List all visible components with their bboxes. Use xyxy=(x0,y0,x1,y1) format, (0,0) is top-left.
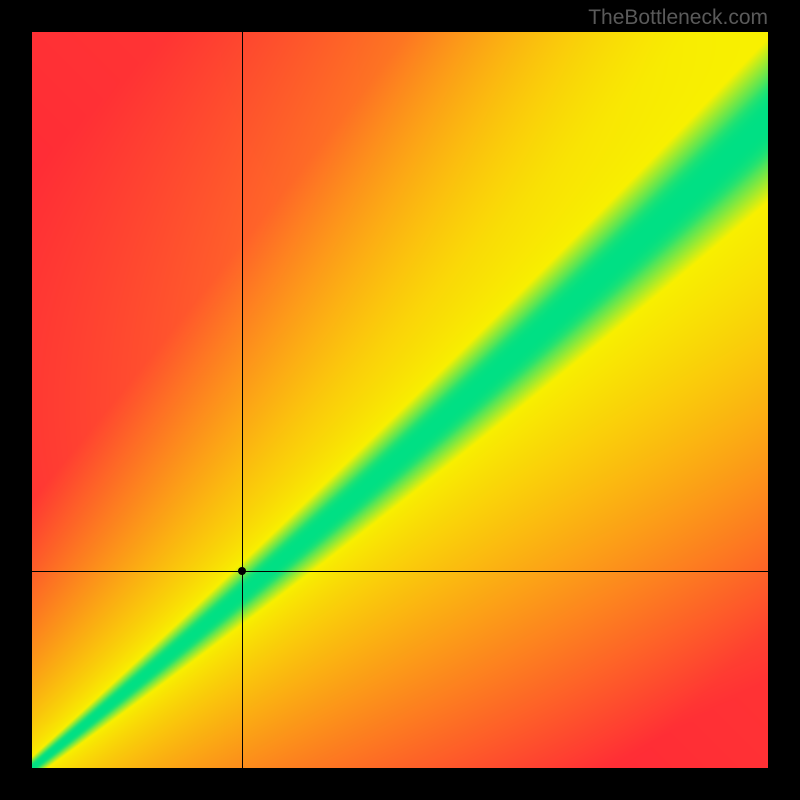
heatmap-plot xyxy=(32,32,768,768)
watermark-text: TheBottleneck.com xyxy=(588,6,768,30)
crosshair-vertical xyxy=(242,32,243,768)
marker-dot xyxy=(238,567,246,575)
crosshair-horizontal xyxy=(32,571,768,572)
heatmap-canvas xyxy=(32,32,768,768)
